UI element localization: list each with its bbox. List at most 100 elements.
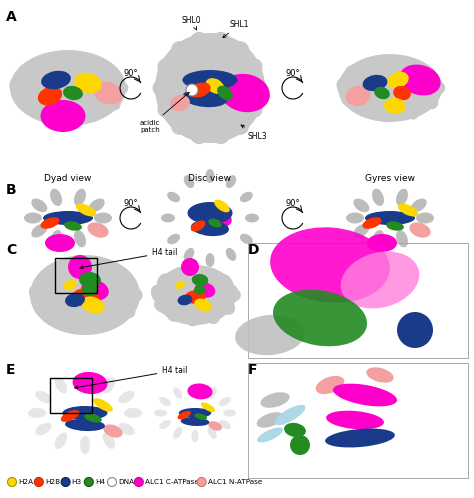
Ellipse shape <box>274 405 305 425</box>
Ellipse shape <box>284 423 306 437</box>
Ellipse shape <box>40 217 60 229</box>
Text: SHL3: SHL3 <box>241 125 268 140</box>
Ellipse shape <box>74 73 102 93</box>
Ellipse shape <box>89 199 105 212</box>
Ellipse shape <box>173 427 182 439</box>
Ellipse shape <box>226 248 236 261</box>
Circle shape <box>245 100 263 118</box>
Ellipse shape <box>178 411 191 419</box>
Ellipse shape <box>65 419 105 431</box>
Ellipse shape <box>161 214 175 223</box>
Ellipse shape <box>31 199 47 212</box>
Text: 90°: 90° <box>124 69 138 78</box>
Ellipse shape <box>81 280 109 300</box>
Ellipse shape <box>121 287 143 303</box>
Ellipse shape <box>240 192 253 202</box>
Ellipse shape <box>423 80 445 96</box>
Circle shape <box>186 84 198 96</box>
Text: H4 tail: H4 tail <box>75 366 188 389</box>
Ellipse shape <box>372 189 384 206</box>
Circle shape <box>231 117 249 135</box>
Ellipse shape <box>82 284 98 296</box>
Text: 90°: 90° <box>286 199 301 208</box>
Circle shape <box>171 117 189 135</box>
Ellipse shape <box>419 91 438 109</box>
Text: 90°: 90° <box>124 199 138 208</box>
Ellipse shape <box>52 261 71 280</box>
Ellipse shape <box>410 199 427 212</box>
Ellipse shape <box>28 408 46 418</box>
Ellipse shape <box>168 267 187 286</box>
Text: Gyres view: Gyres view <box>365 174 415 183</box>
Ellipse shape <box>87 223 109 238</box>
Ellipse shape <box>194 299 212 311</box>
Ellipse shape <box>208 421 222 431</box>
Circle shape <box>181 258 199 276</box>
Ellipse shape <box>396 189 408 206</box>
Ellipse shape <box>40 100 85 132</box>
Ellipse shape <box>316 376 344 394</box>
Ellipse shape <box>179 408 211 418</box>
Ellipse shape <box>240 234 253 244</box>
Ellipse shape <box>346 213 364 224</box>
Ellipse shape <box>273 290 367 346</box>
Ellipse shape <box>219 287 241 303</box>
Ellipse shape <box>402 59 422 76</box>
Ellipse shape <box>109 77 126 99</box>
Text: ALC1 N-ATPase: ALC1 N-ATPase <box>208 479 262 485</box>
Ellipse shape <box>333 383 397 406</box>
Ellipse shape <box>365 211 415 225</box>
Ellipse shape <box>191 220 229 236</box>
Ellipse shape <box>181 417 210 426</box>
Ellipse shape <box>410 223 430 238</box>
Circle shape <box>68 255 92 279</box>
Ellipse shape <box>55 377 67 393</box>
Ellipse shape <box>50 189 62 206</box>
Ellipse shape <box>184 175 194 188</box>
Circle shape <box>245 58 263 76</box>
Ellipse shape <box>64 221 82 231</box>
Ellipse shape <box>195 282 215 298</box>
Ellipse shape <box>201 402 215 412</box>
Ellipse shape <box>190 83 210 98</box>
Ellipse shape <box>206 78 224 94</box>
Text: H4: H4 <box>95 479 105 485</box>
Ellipse shape <box>151 285 169 305</box>
Ellipse shape <box>24 213 42 224</box>
Ellipse shape <box>73 372 108 394</box>
Ellipse shape <box>80 372 90 390</box>
Ellipse shape <box>102 64 119 85</box>
Ellipse shape <box>123 284 140 306</box>
Ellipse shape <box>184 290 205 304</box>
Ellipse shape <box>379 56 401 72</box>
Text: SHL1: SHL1 <box>223 19 249 38</box>
Circle shape <box>84 478 93 487</box>
Ellipse shape <box>34 301 55 317</box>
Ellipse shape <box>29 285 47 305</box>
Ellipse shape <box>103 433 115 449</box>
Ellipse shape <box>51 311 72 328</box>
Ellipse shape <box>221 284 238 306</box>
Ellipse shape <box>206 253 215 267</box>
Ellipse shape <box>63 280 77 290</box>
Text: A: A <box>6 10 17 24</box>
Ellipse shape <box>404 98 420 120</box>
Ellipse shape <box>410 224 427 238</box>
Ellipse shape <box>154 265 236 325</box>
Ellipse shape <box>256 412 283 428</box>
Text: H2B: H2B <box>45 479 60 485</box>
Text: Disc view: Disc view <box>189 174 231 183</box>
Ellipse shape <box>393 86 411 100</box>
Ellipse shape <box>103 424 123 438</box>
Text: H2A: H2A <box>18 479 33 485</box>
Text: E: E <box>6 363 16 377</box>
Ellipse shape <box>426 77 443 99</box>
Text: H4 tail: H4 tail <box>80 248 178 269</box>
Ellipse shape <box>57 53 79 70</box>
Ellipse shape <box>204 209 232 228</box>
Ellipse shape <box>372 230 384 248</box>
Ellipse shape <box>191 383 199 396</box>
Ellipse shape <box>270 227 390 303</box>
Ellipse shape <box>124 408 142 418</box>
Ellipse shape <box>358 58 377 77</box>
